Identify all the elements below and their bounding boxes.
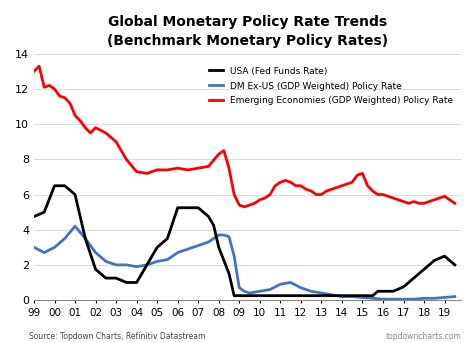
Legend: USA (Fed Funds Rate), DM Ex-US (GDP Weighted) Policy Rate, Emerging Economies (G: USA (Fed Funds Rate), DM Ex-US (GDP Weig…: [205, 63, 456, 109]
Title: Global Monetary Policy Rate Trends
(Benchmark Monetary Policy Rates): Global Monetary Policy Rate Trends (Benc…: [107, 15, 388, 48]
Text: topdowncharts.com: topdowncharts.com: [386, 332, 462, 341]
Text: Source: Topdown Charts, Refinitiv Datastream: Source: Topdown Charts, Refinitiv Datast…: [29, 332, 205, 341]
